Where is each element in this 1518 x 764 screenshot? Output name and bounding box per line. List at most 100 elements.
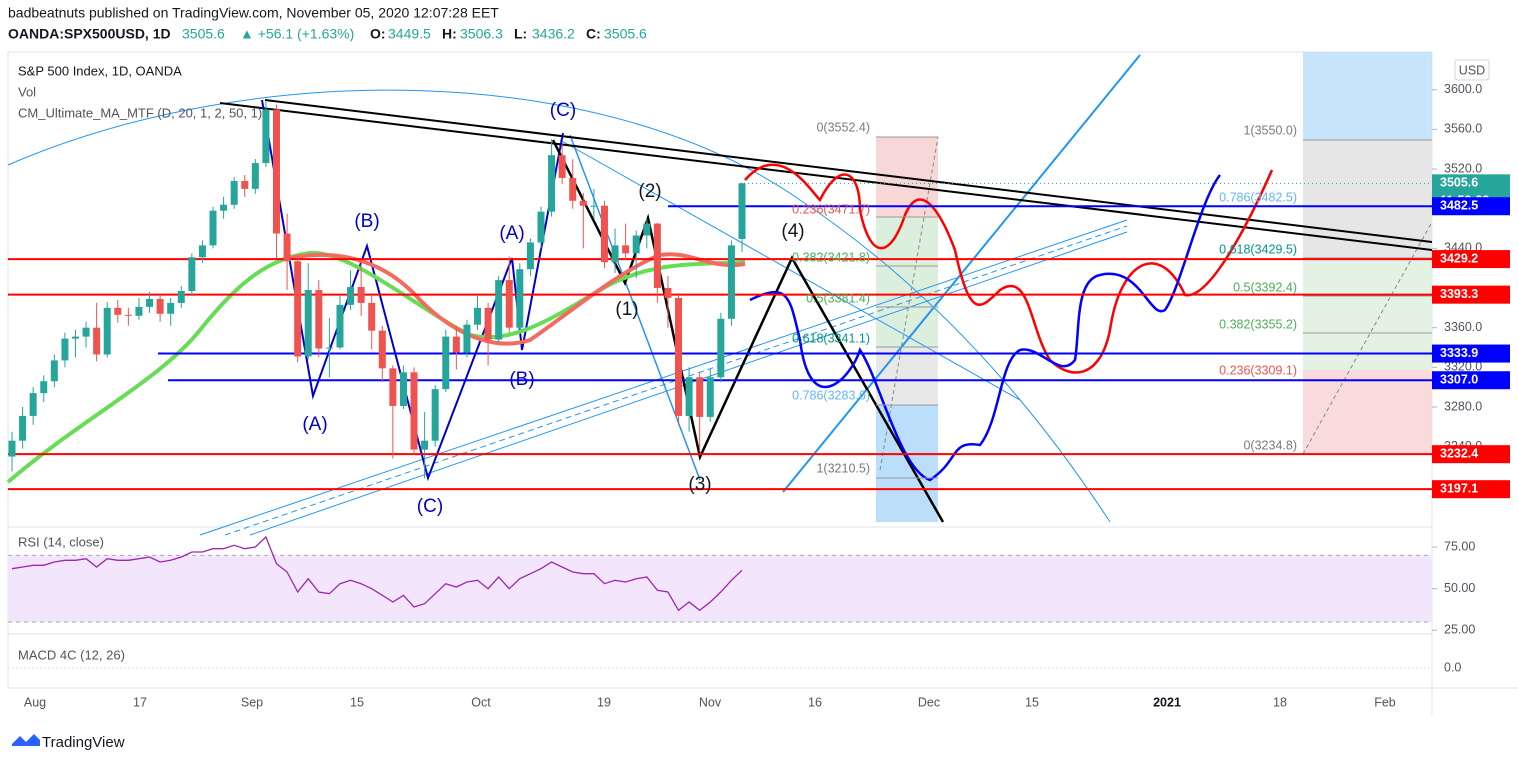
- candle-body: [696, 377, 704, 417]
- dashed-line: [1302, 221, 1433, 455]
- x-tick-label: 16: [808, 695, 822, 709]
- projection-box: [1303, 140, 1432, 258]
- fib-label: 0(3234.8): [1243, 438, 1297, 452]
- projection-box: [1303, 370, 1432, 454]
- candle-body: [675, 297, 683, 416]
- y-tick-label: 50.00: [1444, 581, 1475, 595]
- wave-label: (A): [499, 223, 524, 244]
- candle-body: [378, 330, 386, 369]
- fib-label: 0.786(3283.6): [792, 388, 870, 402]
- candle-body: [389, 368, 397, 407]
- candle-body: [167, 302, 175, 314]
- fib-label: 0.5(3392.4): [1233, 280, 1297, 294]
- ohlc: O: 3449.5 H: 3506.3 L: 3436.2 C: 3505.6: [370, 26, 647, 42]
- fib-label: 0(3552.4): [816, 120, 870, 134]
- fib-levels: [876, 136, 938, 479]
- candle-body: [495, 280, 503, 340]
- candle-body: [336, 304, 344, 348]
- candle-body: [50, 360, 58, 382]
- rsi-line: [11, 535, 743, 612]
- last-price: 3505.6: [182, 26, 225, 42]
- candle-body: [452, 336, 460, 353]
- x-tick-label: 19: [597, 695, 611, 709]
- candle-body: [93, 327, 101, 355]
- rsi-title: RSI (14, close): [18, 534, 104, 549]
- y-tick-label: 3320.0: [1444, 360, 1482, 374]
- y-tick-label: 3520.0: [1444, 161, 1482, 175]
- candle-body: [685, 377, 693, 416]
- candle-body: [103, 307, 111, 355]
- ohlc-value: 3449.5: [388, 26, 431, 42]
- candle-body: [579, 200, 587, 206]
- projection-path: [744, 163, 1274, 374]
- fib-box: [876, 137, 938, 217]
- fib-label: 0.786(3482.5): [1219, 190, 1297, 204]
- candle-body: [294, 261, 302, 357]
- candle-body: [230, 180, 238, 205]
- currency-button[interactable]: [1454, 59, 1490, 81]
- price-tag-label: 3505.6: [1440, 176, 1478, 190]
- candle-body: [198, 245, 206, 258]
- currency[interactable]: USD: [1459, 63, 1485, 77]
- ohlc-value: 3506.3: [460, 26, 503, 42]
- wave-label: (B): [509, 369, 534, 390]
- fib-box: [876, 347, 938, 405]
- x-tick-label: Sep: [241, 695, 263, 709]
- wave-label: (B): [354, 211, 379, 232]
- candle-body: [156, 298, 164, 314]
- wave-label: (C): [550, 100, 576, 121]
- candle-body: [399, 372, 407, 407]
- candle-body: [463, 324, 471, 353]
- candle-body: [706, 377, 714, 417]
- candle-body: [727, 245, 735, 319]
- wave-label: (C): [417, 496, 443, 517]
- candle-body: [241, 180, 249, 189]
- price-tag-label: 3333.9: [1440, 346, 1478, 360]
- candle-body: [548, 155, 556, 212]
- candle-body: [146, 298, 154, 307]
- change: ▲ +56.1 (+1.63%): [240, 26, 354, 42]
- ohlc-label: C:: [586, 26, 601, 42]
- wave-label: (1): [615, 299, 638, 320]
- candle-body: [516, 269, 524, 328]
- macd-title: MACD 4C (12, 26): [18, 647, 125, 662]
- trend-line: [264, 99, 1433, 243]
- price-tag: [1432, 197, 1510, 216]
- candle-body: [188, 257, 196, 291]
- candle-body: [135, 306, 143, 316]
- price-tag-label: 3307.0: [1440, 373, 1478, 387]
- candle-body: [357, 287, 365, 303]
- candle-body: [71, 336, 79, 339]
- candle-body: [114, 307, 122, 315]
- fib-label: 1(3210.5): [816, 461, 870, 475]
- y-tick-label: 3560.0: [1444, 122, 1482, 136]
- x-tick-label: 17: [133, 695, 147, 709]
- price-tag: [1432, 371, 1510, 390]
- legend-item: Vol: [18, 84, 36, 99]
- projection-box: [1303, 258, 1432, 370]
- candle-body: [717, 318, 725, 378]
- candle-body: [653, 223, 661, 289]
- x-tick-label: 2021: [1153, 695, 1181, 709]
- candle-body: [526, 242, 534, 270]
- rsi-band: [8, 555, 1432, 622]
- candle-body: [124, 314, 132, 316]
- candle-body: [220, 204, 228, 211]
- drawings: [6, 52, 1433, 536]
- symbol: OANDA:SPX500USD, 1D: [8, 26, 171, 42]
- candle-body: [431, 389, 439, 441]
- x-tick-label: Feb: [1374, 695, 1396, 709]
- wave-label: (A): [302, 414, 327, 435]
- candle-body: [664, 288, 672, 298]
- brand: TradingView: [42, 734, 125, 751]
- legend-title: S&P 500 Index, 1D, OANDA: [18, 63, 182, 78]
- ohlc-label: O:: [370, 26, 386, 42]
- price-tag: [1432, 480, 1510, 499]
- publisher: badbeatnuts published on TradingView.com…: [8, 5, 499, 21]
- candle-body: [262, 109, 270, 164]
- ohlc-value: 3505.6: [604, 26, 647, 42]
- price-tag: [1432, 285, 1510, 304]
- x-tick-label: 15: [350, 695, 364, 709]
- candle-body: [611, 245, 619, 263]
- candle-body: [19, 415, 27, 441]
